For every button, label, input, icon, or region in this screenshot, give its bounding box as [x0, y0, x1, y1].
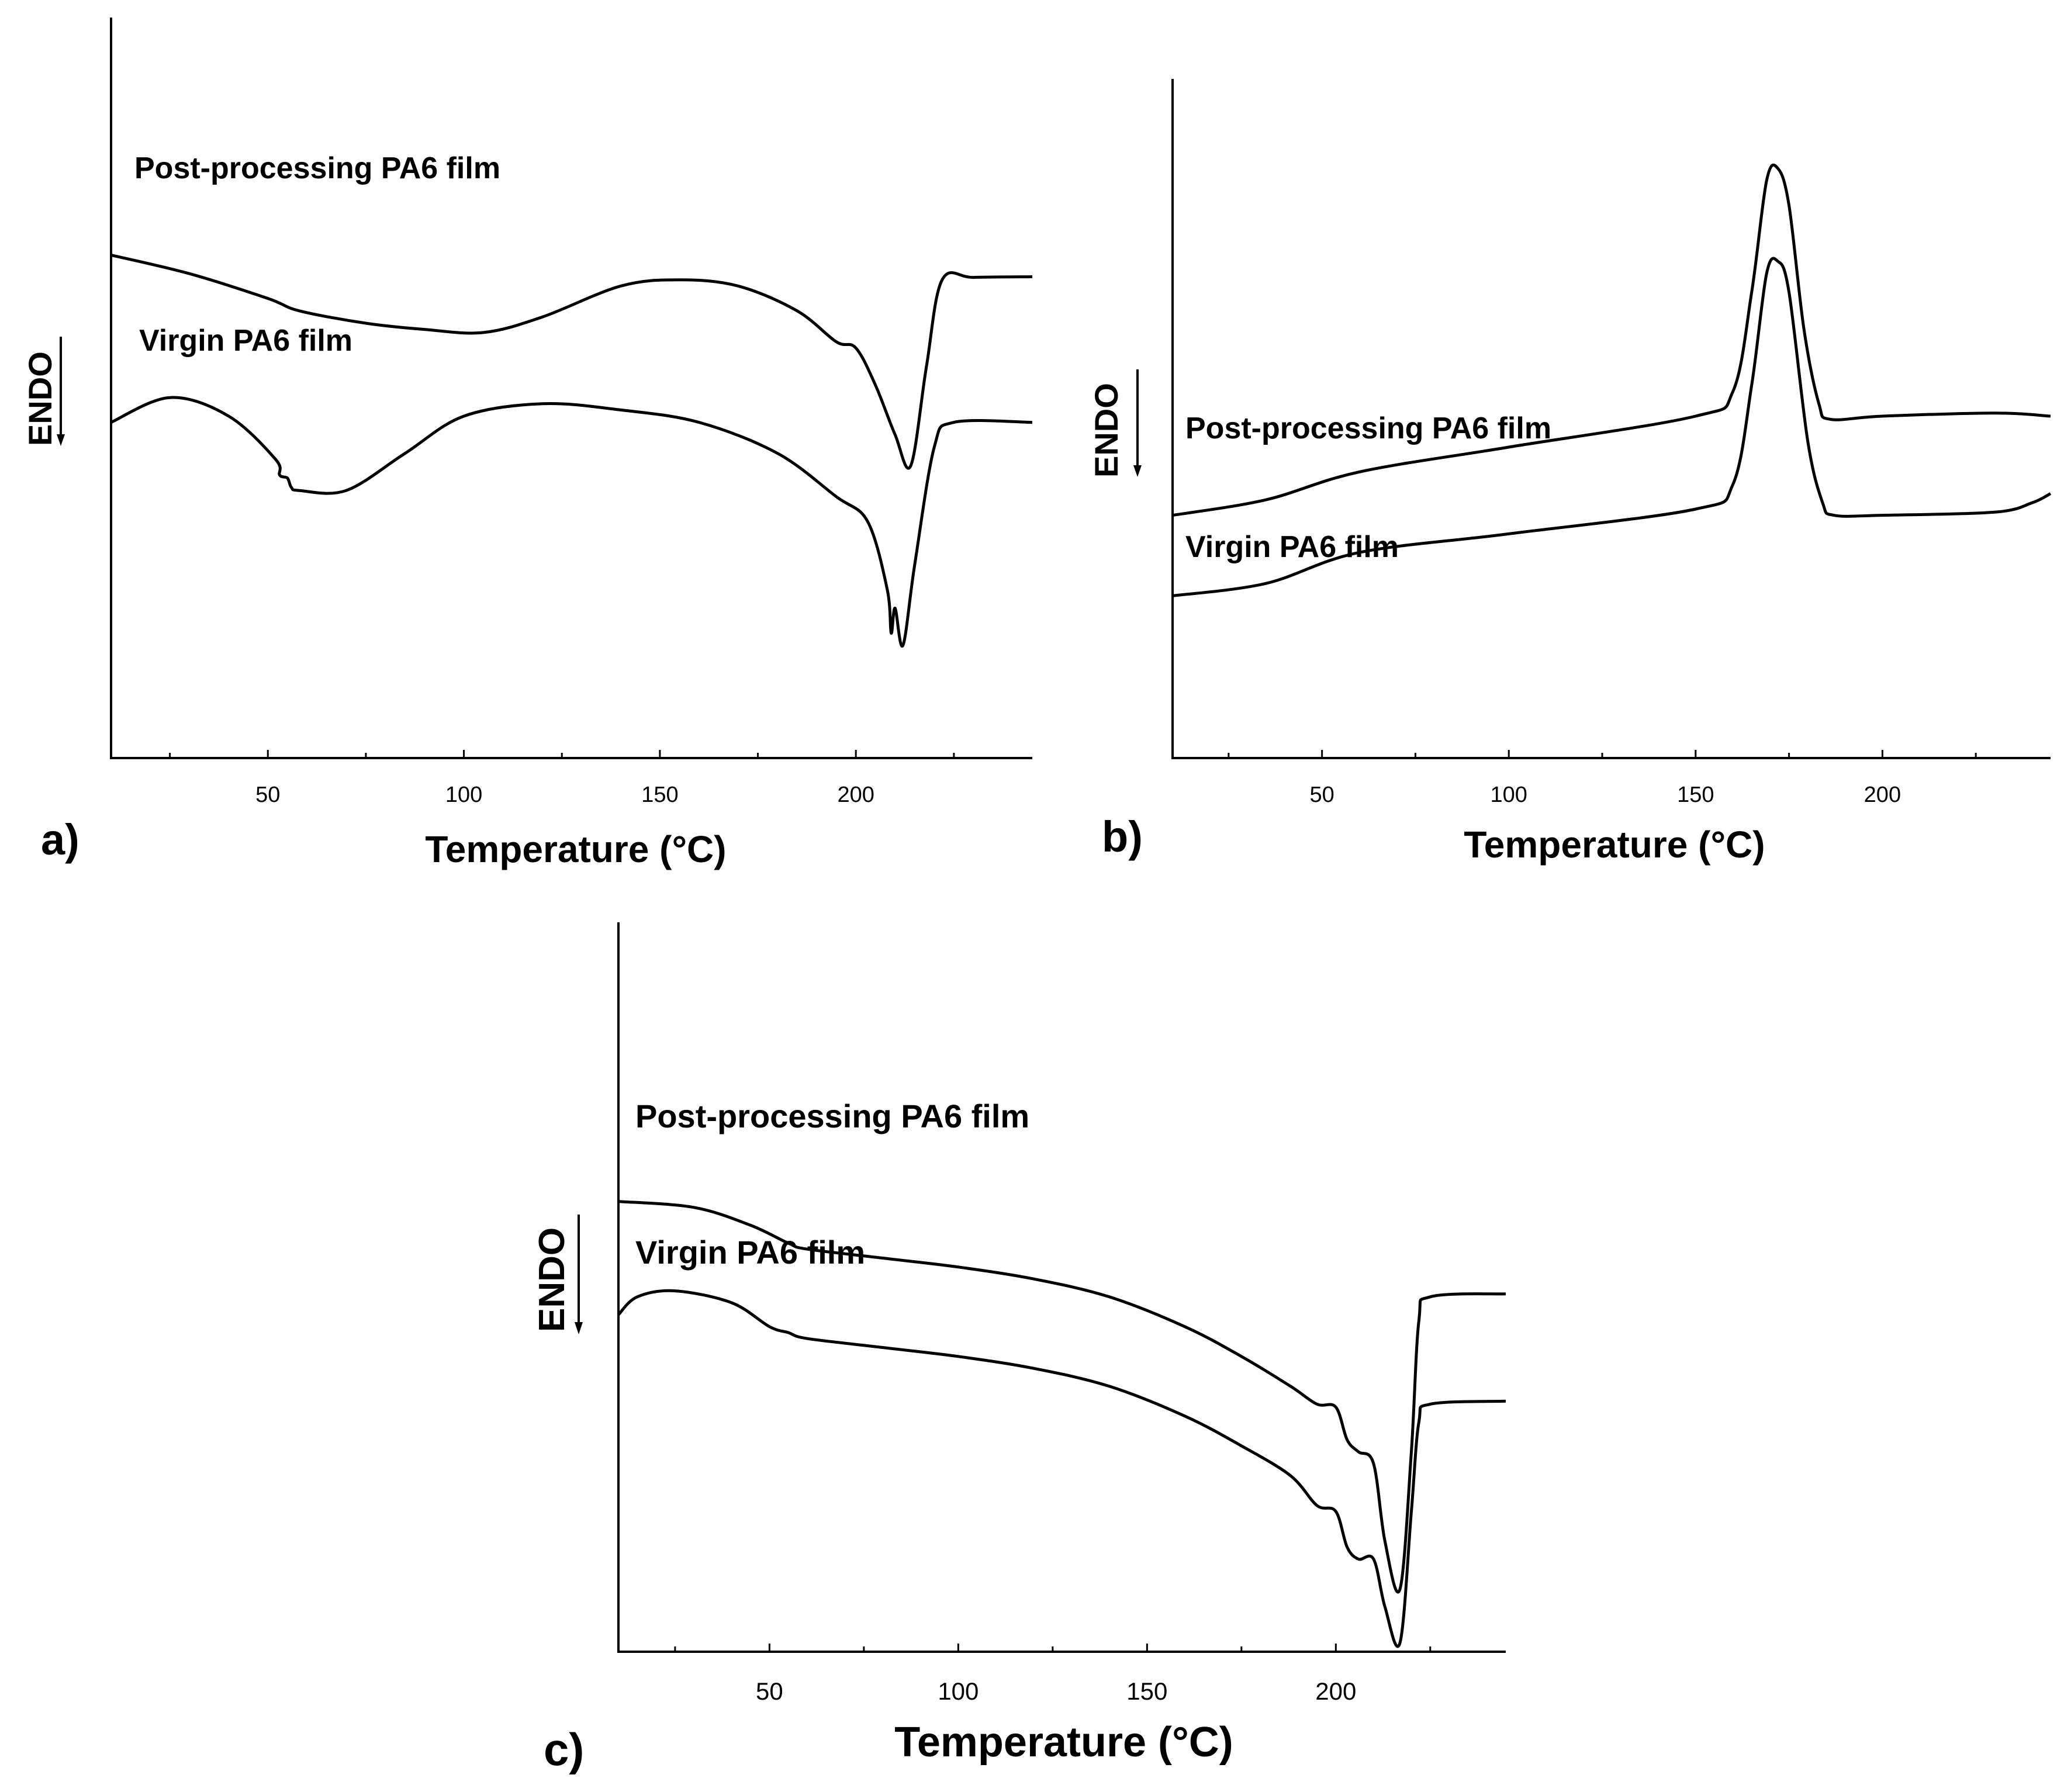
panel-a-tick-label-200: 200	[838, 783, 874, 807]
panel-b-xlabel: Temperature (°C)	[1464, 824, 1765, 866]
panel-a-tick-label-150: 150	[641, 783, 678, 807]
panel-c-tick-label-150: 150	[1126, 1677, 1167, 1705]
panel-c-tick-label-200: 200	[1315, 1677, 1356, 1705]
panel-b-series-2-label: Virgin PA6 film	[1185, 530, 1399, 564]
panel-b: 50 100 150 200 Post-processing PA6 film Vir…	[1088, 79, 2052, 866]
panel-c-ylabel-text: ENDO	[532, 1227, 572, 1332]
panel-c-plot-area	[617, 922, 1506, 1653]
panel-c-series-1-curve	[618, 1200, 1506, 1594]
panel-b-tick-label-150: 150	[1677, 783, 1714, 807]
panel-b-ylabel-text: ENDO	[1088, 383, 1125, 478]
panel-a-series-2-curve	[110, 396, 1033, 648]
panel-b-series-1-label: Post-processing PA6 film	[1185, 411, 1551, 445]
panel-c-letter: c)	[544, 1724, 584, 1775]
panel-b-ticks: 50 100 150 200	[1228, 750, 1977, 807]
panel-a: 50 100 150 200 Post-processing PA6 film Vir…	[22, 18, 1033, 870]
panel-a-ylabel: ENDO	[22, 337, 65, 446]
panel-a-series-1-label: Post-processing PA6 film	[134, 151, 500, 185]
panel-c-series-2-curve	[617, 1289, 1506, 1648]
panel-b-tick-label-50: 50	[1310, 783, 1334, 807]
panel-c-series-2-label: Virgin PA6 film	[635, 1234, 865, 1271]
panel-c-tick-label-100: 100	[938, 1677, 979, 1705]
panel-b-series-1-curve	[1172, 163, 2051, 517]
panel-a-ylabel-text: ENDO	[22, 351, 58, 446]
panel-b-endo-arrow-head	[1133, 465, 1142, 477]
panel-b-tick-label-200: 200	[1864, 783, 1901, 807]
panel-a-series-2-label: Virgin PA6 film	[139, 324, 352, 358]
panel-b-series-2-curve	[1172, 257, 2052, 597]
panel-a-xlabel: Temperature (°C)	[425, 828, 726, 870]
panel-a-ticks: 50 100 150 200	[169, 750, 955, 807]
panel-a-series-1-curve	[110, 253, 1033, 470]
panel-c-ticks: 50 100 150 200	[674, 1644, 1432, 1705]
panel-a-letter: a)	[41, 815, 79, 864]
panel-c: 50 100 150 200 Post-processing PA6 film Vir…	[532, 922, 1506, 1775]
panel-b-ylabel: ENDO	[1088, 369, 1142, 478]
panel-c-endo-arrow-head	[575, 1322, 583, 1334]
panel-c-xlabel: Temperature (°C)	[894, 1719, 1233, 1766]
panel-b-plot-area	[1171, 79, 2052, 759]
panel-c-ylabel: ENDO	[532, 1215, 583, 1334]
panel-c-series-1-label: Post-processing PA6 film	[635, 1098, 1029, 1134]
panel-a-tick-label-50: 50	[255, 783, 280, 807]
panel-b-letter: b)	[1102, 812, 1143, 861]
panel-a-plot-area	[110, 18, 1033, 759]
panel-a-tick-label-100: 100	[445, 783, 482, 807]
panel-c-tick-label-50: 50	[756, 1677, 783, 1705]
panel-a-endo-arrow-head	[57, 434, 65, 446]
panel-b-tick-label-100: 100	[1491, 783, 1527, 807]
